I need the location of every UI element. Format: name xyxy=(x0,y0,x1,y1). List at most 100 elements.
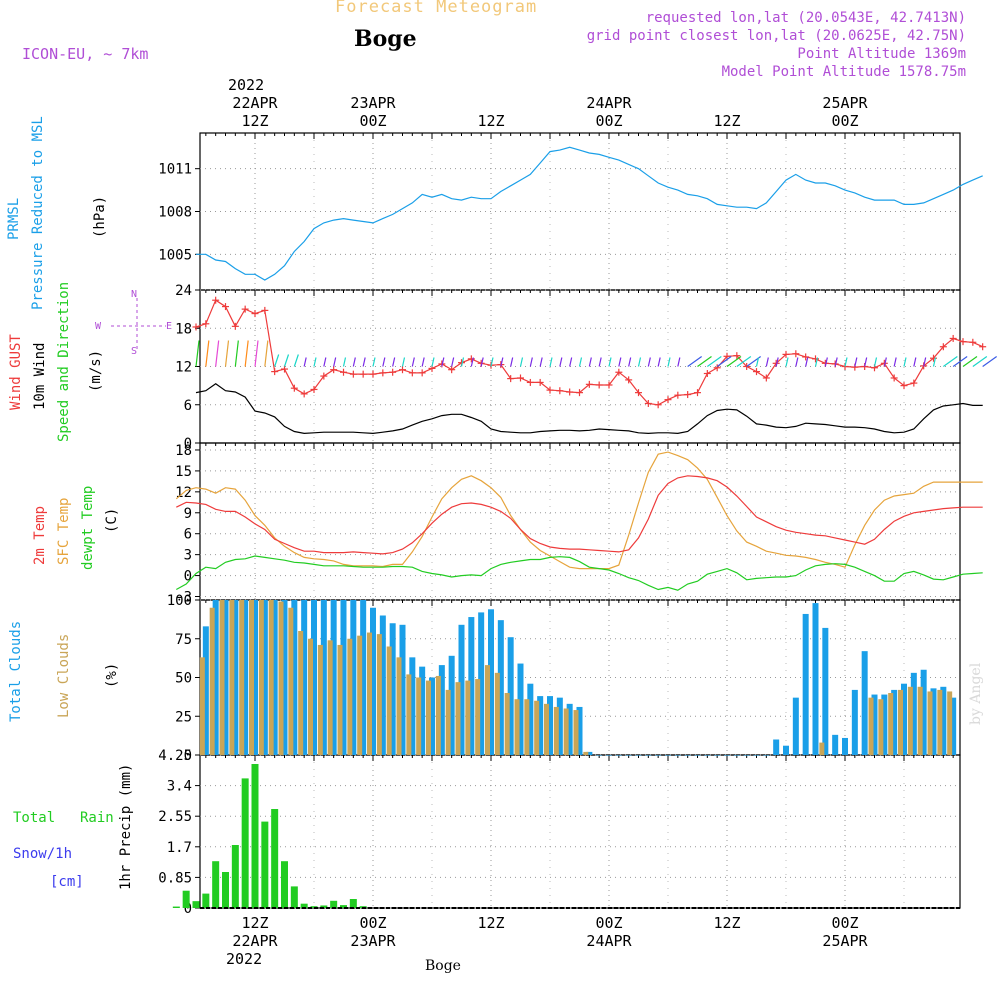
top-axis-hour-label: 00Z xyxy=(831,112,859,130)
wind-direction-arrow xyxy=(883,357,887,367)
top-axis-hour-label: 12Z xyxy=(241,112,269,130)
rain-bar xyxy=(340,905,347,908)
wind-direction-arrow xyxy=(588,357,592,367)
top-axis-day-label: 22APR xyxy=(232,94,278,112)
clouds-ytick-label: 25 xyxy=(175,709,192,725)
low-cloud-bar xyxy=(455,682,461,755)
total-cloud-bar xyxy=(370,607,376,755)
total-cloud-bar xyxy=(507,637,514,755)
bottom-axis-day-label: 22APR xyxy=(232,932,278,950)
wind-direction-arrow xyxy=(873,357,878,367)
low-cloud-bar xyxy=(888,693,894,755)
low-cloud-bar xyxy=(445,689,451,755)
low-cloud-bar xyxy=(376,634,382,755)
precip-ytick-label: 3.4 xyxy=(167,779,192,795)
meteogram-title: Forecast Meteogram xyxy=(335,0,538,17)
wind-ytick-label: 0 xyxy=(184,436,192,452)
low-cloud-bar xyxy=(514,699,520,755)
wind-direction-arrow xyxy=(392,357,396,367)
low-cloud-bar xyxy=(347,638,353,755)
wind-direction-arrow xyxy=(726,356,742,367)
low-cloud-bar xyxy=(229,600,235,755)
total-cloud-bar xyxy=(311,600,317,755)
low-cloud-bar xyxy=(435,675,441,755)
sfc-temp-line xyxy=(175,451,983,570)
total-cloud-bar xyxy=(340,600,347,755)
low-cloud-bar xyxy=(494,672,500,755)
model-name: ICON-EU, ~ 7km xyxy=(22,45,149,63)
rain-bar xyxy=(261,821,269,908)
wind-direction-arrow xyxy=(578,357,583,367)
total-cloud-bar xyxy=(252,600,258,755)
low-cloud-bar xyxy=(819,742,825,755)
total-cloud-bar xyxy=(783,745,789,755)
total-cloud-bar xyxy=(792,697,799,755)
low-cloud-bar xyxy=(465,680,471,755)
total-cloud-bar xyxy=(861,651,868,755)
total-cloud-bar xyxy=(753,755,760,756)
temp-ytick-label: 0 xyxy=(184,569,192,585)
total-cloud-bar xyxy=(556,697,563,755)
wind-direction-arrow xyxy=(313,357,317,367)
wind-direction-arrow xyxy=(559,357,563,367)
low-cloud-bar xyxy=(396,657,402,755)
total-cloud-bar xyxy=(301,600,308,755)
wind-direction-arrow xyxy=(942,356,958,367)
low-cloud-bar xyxy=(475,679,481,755)
wind-direction-arrow xyxy=(333,357,337,367)
wind-direction-arrow xyxy=(569,357,573,367)
wind-direction-arrow xyxy=(234,340,239,367)
rain-bar xyxy=(251,764,259,908)
total-cloud-bar xyxy=(625,755,632,756)
wind-direction-arrow xyxy=(962,356,978,367)
wind-direction-arrow xyxy=(264,340,269,367)
low-cloud-bar xyxy=(258,600,264,755)
total-cloud-bar xyxy=(851,689,858,755)
low-cloud-bar xyxy=(337,644,343,755)
total-cloud-bar xyxy=(881,694,888,755)
top-axis-day-label: 24APR xyxy=(586,94,632,112)
wind-direction-arrow xyxy=(598,357,602,367)
total-cloud-bar xyxy=(743,755,750,756)
wind-direction-arrow xyxy=(893,357,897,367)
total-cloud-bar xyxy=(419,666,426,755)
bottom-axis-hour-label: 12Z xyxy=(477,914,505,932)
wind-direction-arrow xyxy=(362,357,366,367)
total-cloud-bar xyxy=(291,600,298,755)
low-cloud-bar xyxy=(573,710,579,755)
total-cloud-bar xyxy=(261,600,268,755)
precip-ytick-label: 1.7 xyxy=(167,840,192,856)
bottom-axis-hour-label: 00Z xyxy=(831,914,859,932)
wind-direction-arrow xyxy=(716,356,732,367)
wind-direction-arrow xyxy=(480,357,484,367)
bottom-axis-day-label: 23APR xyxy=(350,932,396,950)
total-cloud-bar xyxy=(497,620,504,755)
temp-ytick-label: 3 xyxy=(184,548,192,564)
temp-ytick-label: 18 xyxy=(175,443,192,459)
clouds-ytick-label: 100 xyxy=(167,593,192,609)
total-cloud-bar xyxy=(389,623,396,755)
top-axis-day-label: 23APR xyxy=(350,94,396,112)
total-cloud-bar xyxy=(399,624,406,755)
compass-e: E xyxy=(166,321,173,332)
total-cloud-bar xyxy=(438,665,445,755)
prmsl-line xyxy=(196,146,983,281)
rain-bar xyxy=(222,872,229,908)
temp-ytick-label: 9 xyxy=(184,506,192,522)
bottom-axis-day-label: 25APR xyxy=(822,932,868,950)
wind-direction-arrow xyxy=(539,357,543,367)
low-cloud-bar xyxy=(937,689,943,755)
temp-ytick-label: -3 xyxy=(175,590,192,606)
total-cloud-bar xyxy=(773,739,780,755)
wind-direction-arrow xyxy=(215,340,220,367)
total-cloud-bar xyxy=(468,617,475,755)
wind-direction-arrow xyxy=(814,357,819,367)
rain-bar xyxy=(212,861,220,908)
total-cloud-bar xyxy=(409,657,416,755)
total-cloud-bar xyxy=(812,603,819,755)
precip-frame xyxy=(199,754,961,909)
wind-direction-arrow xyxy=(372,357,376,367)
low-cloud-bar xyxy=(327,640,333,755)
total-cloud-bar xyxy=(271,600,278,755)
total-cloud-bar xyxy=(694,755,701,756)
